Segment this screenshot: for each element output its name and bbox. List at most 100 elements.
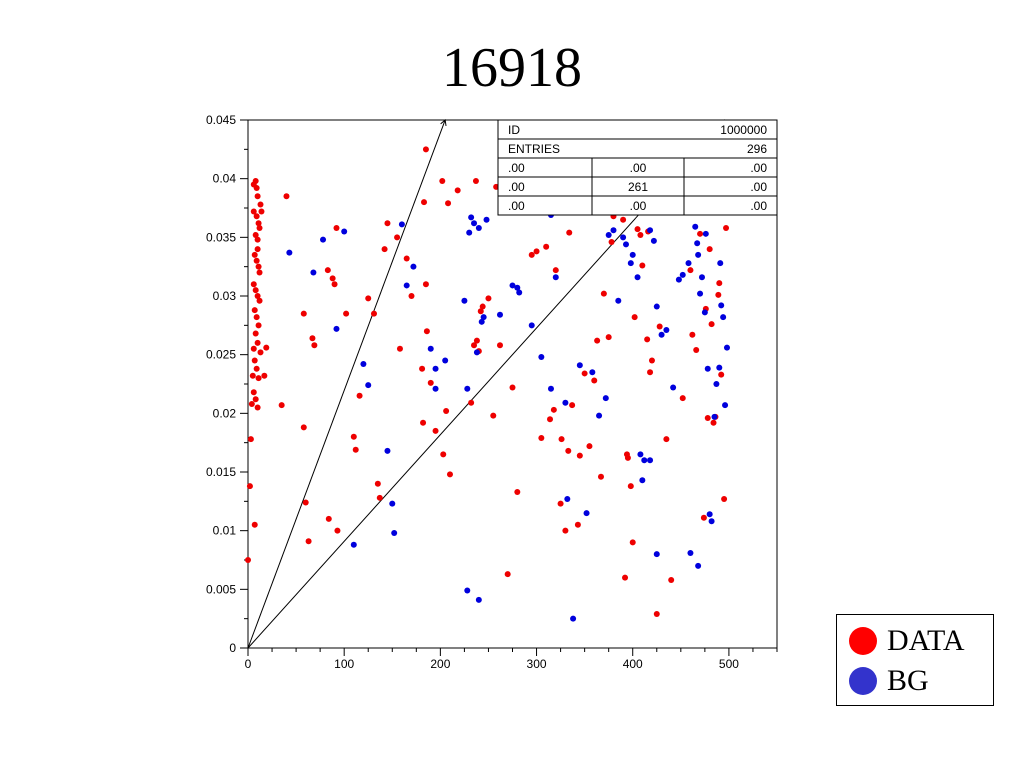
red-dot-icon (849, 627, 877, 655)
data-point (374, 480, 381, 487)
data-point (663, 436, 670, 443)
bg-point (658, 331, 665, 338)
data-point (565, 447, 572, 454)
data-point (631, 314, 638, 321)
data-point (302, 499, 309, 506)
data-point (370, 310, 377, 317)
data-point (477, 308, 484, 315)
data-point (419, 365, 426, 372)
bg-point (670, 384, 677, 391)
data-point (653, 610, 660, 617)
bg-point (514, 284, 521, 291)
bg-point (701, 309, 708, 316)
y-tick-label: 0 (229, 641, 236, 655)
bg-point (720, 314, 727, 321)
bg-point (365, 382, 372, 389)
bg-point (698, 274, 705, 281)
data-point (396, 345, 403, 352)
data-point (251, 251, 258, 258)
data-point (710, 419, 717, 426)
data-point (252, 396, 259, 403)
data-point (576, 452, 583, 459)
data-point (552, 267, 559, 274)
data-point (543, 243, 550, 250)
data-point (253, 257, 260, 264)
data-point (422, 146, 429, 153)
bg-point (653, 303, 660, 310)
data-points (245, 146, 730, 622)
bg-point (461, 297, 468, 304)
bg-point (704, 365, 711, 372)
data-point (608, 239, 615, 246)
data-point (689, 331, 696, 338)
x-tick-label: 300 (527, 657, 547, 671)
bg-point (320, 236, 327, 243)
bg-point (711, 413, 718, 420)
data-point (254, 404, 261, 411)
bg-point (471, 220, 478, 227)
data-point (473, 337, 480, 344)
bg-point (432, 385, 439, 392)
data-point (697, 230, 704, 237)
bg-point (538, 354, 545, 361)
data-point (300, 310, 307, 317)
data-point (591, 377, 598, 384)
y-tick-label: 0.01 (213, 524, 237, 538)
data-point (648, 357, 655, 364)
stats-label: ENTRIES (508, 142, 560, 156)
legend-item-bg: BG (849, 661, 929, 701)
legend-label-bg: BG (887, 664, 929, 697)
stats-cell: .00 (508, 199, 525, 213)
data-point (622, 574, 629, 581)
data-point (708, 321, 715, 328)
stats-frame (497, 119, 778, 216)
bg-point (687, 549, 694, 556)
data-point (384, 220, 391, 227)
bg-point (637, 451, 644, 458)
y-tick-label: 0.03 (213, 289, 237, 303)
bg-point (466, 229, 473, 236)
data-point (421, 199, 428, 206)
data-point (250, 281, 257, 288)
data-point (514, 488, 521, 495)
data-point (605, 334, 612, 341)
data-point (251, 307, 258, 314)
stats-label: ID (508, 123, 520, 137)
bg-point (473, 349, 480, 356)
data-point (715, 291, 722, 298)
bg-point (641, 457, 648, 464)
data-point (718, 371, 725, 378)
data-point (257, 201, 264, 208)
bg-point (528, 322, 535, 329)
x-tick-label: 100 (334, 657, 354, 671)
bg-point (653, 551, 660, 558)
stats-cell: .00 (750, 180, 767, 194)
stats-cell: .00 (508, 161, 525, 175)
y-tick-label: 0.045 (206, 113, 236, 127)
bg-point (562, 399, 569, 406)
data-point (627, 483, 634, 490)
x-tick-label: 200 (430, 657, 450, 671)
data-point (249, 372, 256, 379)
stats-box: ID 1000000 ENTRIES 296 .00 .00 .00 .00 261 .00 .00… (497, 119, 778, 216)
bg-point (552, 274, 559, 281)
data-point (250, 389, 257, 396)
stats-cell: .00 (508, 180, 525, 194)
data-point (600, 290, 607, 297)
data-point (250, 181, 257, 188)
bg-point (647, 457, 654, 464)
data-point (352, 446, 359, 453)
bg-point (647, 227, 654, 234)
data-point (490, 412, 497, 419)
data-point (716, 280, 723, 287)
bg-point (596, 412, 603, 419)
data-point (253, 213, 260, 220)
data-point (723, 224, 730, 231)
bg-point (509, 282, 516, 289)
page-title: 16918 (442, 37, 582, 99)
data-point (255, 220, 262, 227)
data-point (547, 416, 554, 423)
data-point (300, 424, 307, 431)
data-point (439, 178, 446, 185)
